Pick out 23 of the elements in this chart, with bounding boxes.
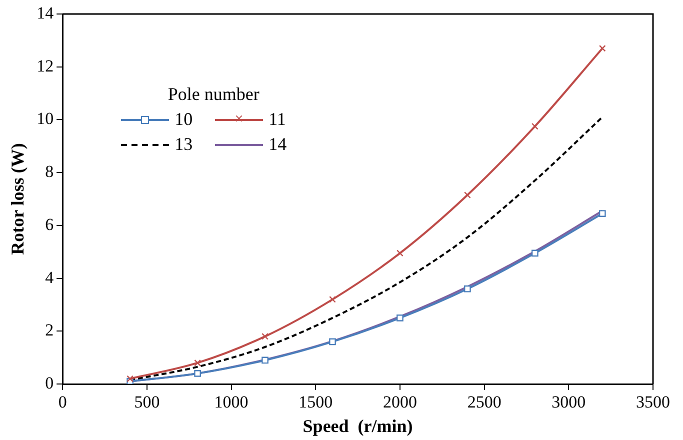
y-tick-label: 12 xyxy=(36,56,54,76)
y-tick-label: 4 xyxy=(45,268,54,287)
y-tick-label: 14 xyxy=(36,3,54,22)
legend-label: 10 xyxy=(174,109,193,130)
y-tick-label: 10 xyxy=(36,109,54,128)
x-tick-label: 1500 xyxy=(298,392,333,412)
x-axis-title: Speed (r/min) xyxy=(302,416,413,436)
y-tick-label: 8 xyxy=(45,162,54,182)
x-tick-label: 2000 xyxy=(382,392,417,412)
y-tick-label: 6 xyxy=(45,214,54,234)
y-axis-title: Rotor loss (W) xyxy=(7,143,28,255)
legend-label: 13 xyxy=(174,134,193,155)
x-tick-label: 3000 xyxy=(552,392,586,412)
x-tick-label: 2500 xyxy=(467,392,502,412)
legend-label: 14 xyxy=(268,134,287,155)
legend-title: Pole number xyxy=(166,84,260,105)
y-tick-label: 0 xyxy=(45,373,54,392)
x-tick-label: 500 xyxy=(134,392,160,412)
x-tick-label: 3500 xyxy=(636,392,670,412)
y-tick-label: 2 xyxy=(45,320,54,340)
x-tick-label: 1000 xyxy=(214,392,248,412)
x-tick-label: 0 xyxy=(58,392,67,412)
legend-label: 11 xyxy=(268,109,286,130)
